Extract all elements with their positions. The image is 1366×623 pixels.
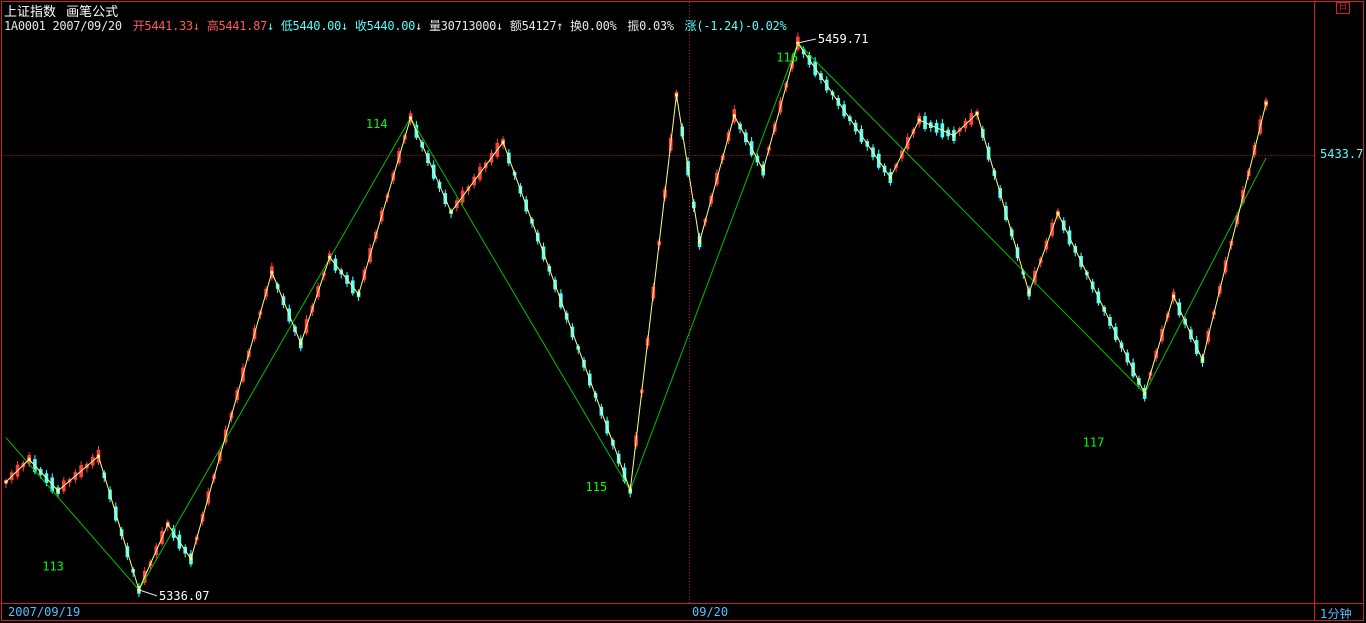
low-value: 5440.00 xyxy=(292,19,342,33)
stroke-vertex xyxy=(27,457,31,461)
volume-value: 30713000 xyxy=(440,19,497,33)
stroke-vertex xyxy=(674,93,679,97)
stroke-line xyxy=(5,41,1267,592)
extreme-leader xyxy=(138,589,158,597)
low-arrow: ↓ xyxy=(341,19,348,33)
stroke-vertex xyxy=(1171,294,1176,298)
stock-code: 1A0001 xyxy=(4,19,46,33)
high-value: 5441.87 xyxy=(218,19,267,33)
stroke-vertex xyxy=(1027,290,1031,295)
turnover-value: 0.00% xyxy=(581,19,617,33)
stroke-vertex xyxy=(888,175,892,180)
extreme-leader xyxy=(797,38,816,44)
stroke-vertex xyxy=(975,111,979,115)
segment-number-label: 116 xyxy=(776,51,798,65)
stroke-vertex xyxy=(732,114,736,118)
open-label: 开 xyxy=(132,19,145,33)
stroke-vertex xyxy=(952,133,956,138)
close-value: 5440.00 xyxy=(366,19,416,33)
extreme-price-label: 5459.71 xyxy=(818,32,869,46)
quote-info-bar: 1A0001 2007/09/20 开5441.33↓ 高5441.87↓ 低5… xyxy=(4,17,787,34)
index-name: 上证指数 xyxy=(4,5,57,20)
x-axis-date-left: 2007/09/19 xyxy=(8,605,81,619)
formula-name[interactable]: 画笔公式 xyxy=(66,5,119,20)
chart-title: 上证指数 画笔公式 xyxy=(4,1,118,20)
segment-number-label: 114 xyxy=(366,117,388,131)
segment-line xyxy=(5,42,1267,591)
amplitude-label: 振 xyxy=(627,19,640,33)
labels-layer: 113 114 115 116 117 5336.07 5459.71 xyxy=(42,32,1104,603)
lines-layer xyxy=(4,41,1268,592)
x-axis-date-mid: 09/20 xyxy=(692,605,729,619)
current-price-label: 5433.7 xyxy=(1320,147,1364,161)
stroke-vertex xyxy=(761,168,765,172)
stroke-vertex xyxy=(356,292,361,296)
period-toggle-button[interactable]: 日 xyxy=(1336,2,1350,14)
stroke-vertex xyxy=(328,255,332,259)
high-label: 高 xyxy=(206,19,219,33)
stroke-vertex xyxy=(4,480,8,484)
stroke-vertex xyxy=(449,210,453,214)
high-arrow: ↓ xyxy=(266,19,274,33)
stroke-vertex xyxy=(628,488,632,492)
stroke-vertex xyxy=(166,522,170,526)
amount-value: 54127 xyxy=(521,19,557,33)
stroke-vertex xyxy=(1264,101,1268,105)
stroke-vertex xyxy=(409,116,413,120)
stroke-vertex xyxy=(299,341,303,346)
amplitude-value: 0.03% xyxy=(639,19,674,33)
quote-date: 2007/09/20 xyxy=(52,19,123,33)
stroke-vertex xyxy=(1200,358,1205,362)
volume-label: 量 xyxy=(428,19,441,33)
extreme-price-label: 5336.07 xyxy=(159,589,210,603)
close-arrow: ↓ xyxy=(415,19,422,33)
stroke-vertex xyxy=(189,557,193,561)
stroke-vertex xyxy=(917,118,921,122)
stroke-vertex xyxy=(501,140,505,144)
candles-layer xyxy=(4,32,1268,598)
turnover-label: 换 xyxy=(570,19,582,33)
amount-label: 额 xyxy=(509,19,522,33)
stroke-vertex xyxy=(96,454,101,458)
segment-number-label: 115 xyxy=(586,480,608,494)
segment-number-label: 113 xyxy=(42,559,64,573)
volume-arrow: ↓ xyxy=(496,19,503,33)
amount-arrow: ↑ xyxy=(556,19,564,33)
stroke-vertex xyxy=(56,489,60,493)
close-label: 收 xyxy=(354,19,367,33)
open-arrow: ↓ xyxy=(192,19,200,33)
segment-number-label: 117 xyxy=(1083,436,1105,450)
change-value: (-1.24)-0.02% xyxy=(696,19,787,33)
stroke-vertex xyxy=(270,270,274,274)
stroke-vertex xyxy=(698,240,702,244)
change-label: 涨 xyxy=(684,19,697,33)
low-label: 低 xyxy=(280,19,293,33)
period-label[interactable]: 1分钟 xyxy=(1320,607,1352,621)
open-value: 5441.33 xyxy=(144,19,193,33)
stroke-vertex xyxy=(1143,391,1147,396)
stroke-vertex xyxy=(1056,211,1060,215)
